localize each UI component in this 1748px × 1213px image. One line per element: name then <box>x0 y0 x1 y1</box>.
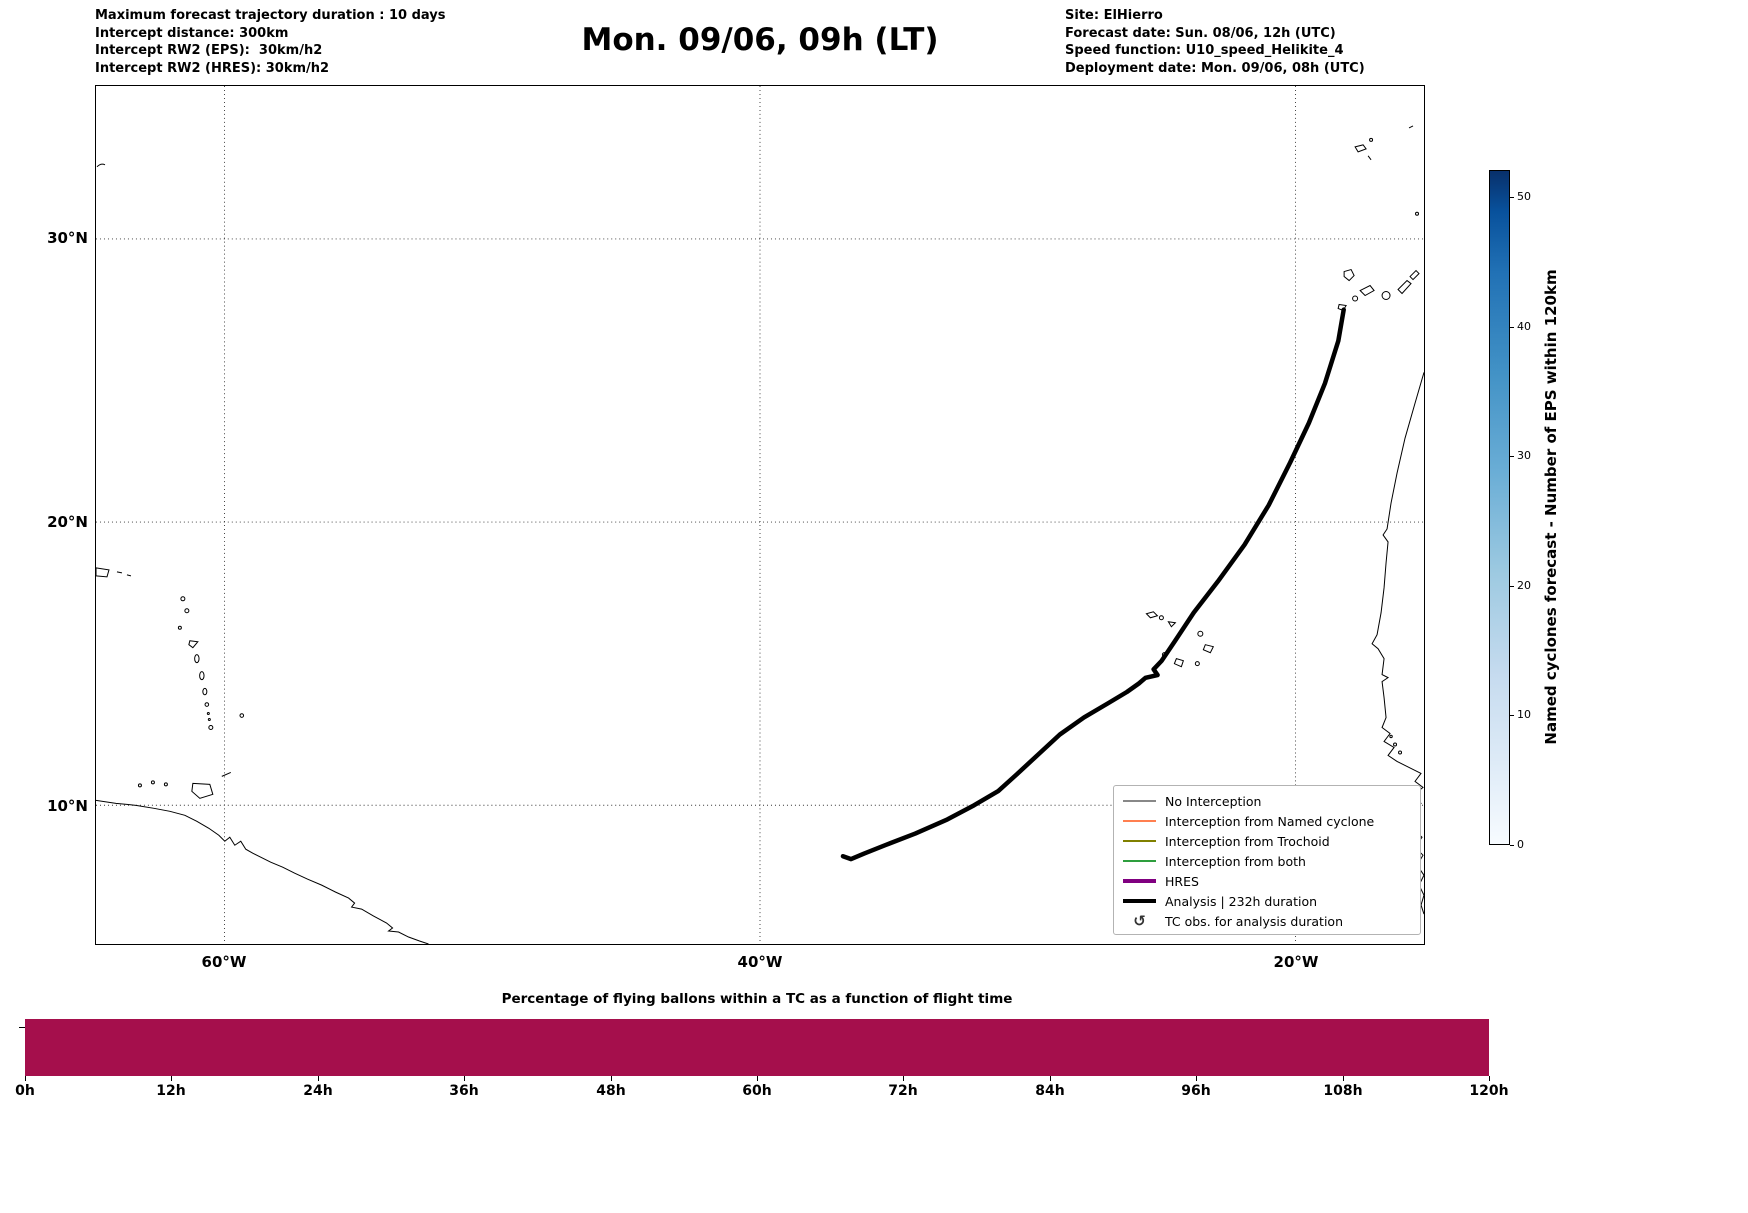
coastline-puerto-rico <box>96 567 110 578</box>
coastline-guadeloupe <box>188 640 199 649</box>
colorbar-tick-label: 40 <box>1517 320 1531 333</box>
header-right-params: Site: ElHierro Forecast date: Sun. 08/06… <box>1065 7 1365 77</box>
eps-colorbar <box>1489 170 1510 845</box>
x-tick-label: 84h <box>1035 1083 1065 1099</box>
bottom-chart-title: Percentage of flying ballons within a TC… <box>501 991 1013 1007</box>
gray-line-icon <box>1123 800 1156 802</box>
colorbar-tick-label: 20 <box>1517 579 1531 592</box>
coastline-madeira <box>1354 144 1367 153</box>
coastline-tobago <box>221 771 231 777</box>
coral-line-icon <box>1123 820 1156 822</box>
map-legend: No Interception Interception from Named … <box>1113 785 1421 935</box>
lat-tick-20n: 20°N <box>47 513 88 531</box>
colorbar-tick-label: 0 <box>1517 838 1524 851</box>
map-svg <box>96 86 1424 944</box>
x-tick <box>1489 1076 1490 1081</box>
x-tick <box>25 1076 26 1081</box>
colorbar-tick-label: 30 <box>1517 449 1531 462</box>
x-tick <box>903 1076 904 1081</box>
lon-tick-40w: 40°W <box>737 953 783 971</box>
map-panel: No Interception Interception from Named … <box>95 85 1425 945</box>
olive-line-icon <box>1123 840 1156 842</box>
x-tick <box>757 1076 758 1081</box>
legend-item-both: Interception from both <box>1123 851 1411 871</box>
coastline-fuerteventura <box>1397 279 1412 295</box>
x-tick <box>171 1076 172 1081</box>
legend-item-analysis: Analysis | 232h duration <box>1123 891 1411 911</box>
coastline-lanzarote <box>1409 269 1420 281</box>
coastline-trinidad <box>191 782 214 799</box>
x-tick-label: 60h <box>742 1083 772 1099</box>
x-tick <box>1050 1076 1051 1081</box>
intercept-rw2-eps-line: Intercept RW2 (EPS): 30km/h2 <box>95 43 323 58</box>
x-tick <box>464 1076 465 1081</box>
forecast-date-line: Forecast date: Sun. 08/06, 12h (UTC) <box>1065 25 1336 41</box>
legend-item-trochoid: Interception from Trochoid <box>1123 831 1411 851</box>
intercept-rw2-hres-line: Intercept RW2 (HRES): 30km/h2 <box>95 60 330 76</box>
colorbar-tick-label: 10 <box>1517 708 1531 721</box>
site-line: Site: ElHierro <box>1065 8 1163 23</box>
analysis-trajectory <box>840 307 1346 862</box>
purple-line-icon <box>1123 879 1156 883</box>
colorbar-tick-label: 50 <box>1517 190 1531 203</box>
colorbar-axis-label: Named cyclones forecast - Number of EPS … <box>1542 269 1560 745</box>
colorbar-tick <box>1510 197 1514 199</box>
x-tick-label: 0h <box>15 1083 35 1099</box>
x-tick <box>318 1076 319 1081</box>
coastline-bermuda <box>96 163 106 168</box>
lat-tick-30n: 30°N <box>47 229 88 247</box>
x-tick-label: 48h <box>596 1083 626 1099</box>
x-tick-label: 108h <box>1323 1083 1363 1099</box>
cyclone-marker-icon: ↺ <box>1133 911 1146 930</box>
coastline-south-america <box>96 799 429 944</box>
x-tick-label: 120h <box>1469 1083 1509 1099</box>
x-tick-label: 72h <box>888 1083 918 1099</box>
max-duration-line: Maximum forecast trajectory duration : 1… <box>95 8 446 23</box>
colorbar-tick <box>1510 586 1514 588</box>
x-tick-label: 12h <box>156 1083 186 1099</box>
coastline-cape-verde <box>1145 611 1159 619</box>
tc-percentage-bar <box>25 1019 1489 1076</box>
coastline-la-palma <box>1343 268 1355 282</box>
lat-tick-10n: 10°N <box>47 797 88 815</box>
green-line-icon <box>1123 860 1156 862</box>
lon-tick-60w: 60°W <box>201 953 247 971</box>
tc-percentage-track <box>25 1019 1489 1076</box>
bottom-chart-ytick <box>19 1027 25 1029</box>
deployment-date-line: Deployment date: Mon. 09/06, 08h (UTC) <box>1065 60 1365 76</box>
x-tick-label: 36h <box>449 1083 479 1099</box>
colorbar-tick <box>1510 327 1514 329</box>
legend-item-named-cyclone: Interception from Named cyclone <box>1123 811 1411 831</box>
x-tick <box>1343 1076 1344 1081</box>
intercept-distance-line: Intercept distance: 300km <box>95 25 289 41</box>
x-tick-label: 24h <box>303 1083 333 1099</box>
lon-tick-20w: 20°W <box>1273 953 1319 971</box>
legend-item-no-interception: No Interception <box>1123 791 1411 811</box>
x-tick <box>1196 1076 1197 1081</box>
coastline-tenerife <box>1359 284 1375 297</box>
x-tick <box>611 1076 612 1081</box>
colorbar-tick <box>1510 845 1514 847</box>
speed-function-line: Speed function: U10_speed_Helikite_4 <box>1065 43 1344 58</box>
colorbar-tick <box>1510 715 1514 717</box>
header-left-params: Maximum forecast trajectory duration : 1… <box>95 7 446 77</box>
coastlines <box>96 125 1424 944</box>
figure-title: Mon. 09/06, 09h (LT) <box>581 22 939 58</box>
x-tick-label: 96h <box>1181 1083 1211 1099</box>
colorbar-tick <box>1510 456 1514 458</box>
legend-item-hres: HRES <box>1123 871 1411 891</box>
legend-item-tc-obs: ↺ TC obs. for analysis duration <box>1123 911 1411 931</box>
black-line-icon <box>1123 899 1156 903</box>
